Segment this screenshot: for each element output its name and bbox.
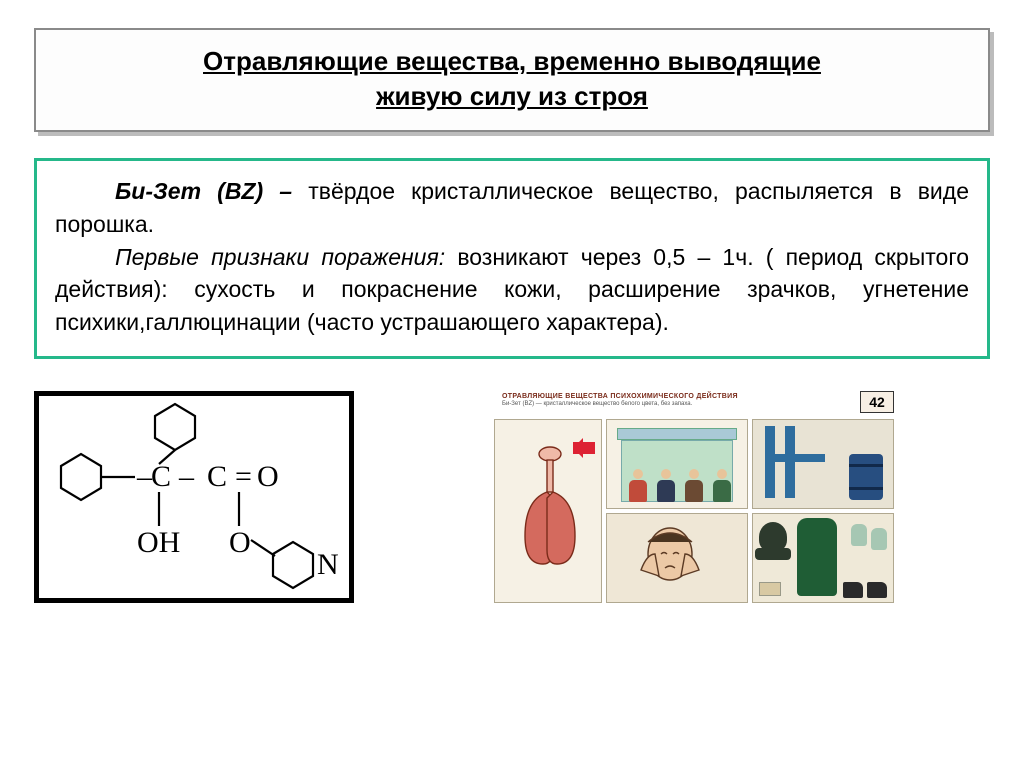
chemical-structure-svg bbox=[39, 396, 349, 598]
slide-title-line1: Отравляющие вещества, временно выводящие bbox=[56, 44, 968, 79]
boot-icon-1 bbox=[843, 582, 863, 598]
protective-suit-icon bbox=[797, 518, 837, 596]
chemical-structure: – C – C = O OH O N bbox=[34, 391, 354, 603]
aid-kit-icon bbox=[759, 582, 781, 596]
symptoms-lead: Первые признаки поражения: bbox=[115, 244, 445, 270]
pipe-vertical-1 bbox=[765, 426, 775, 498]
chem-dash-mid: – bbox=[179, 462, 194, 492]
inhalation-arrow-icon bbox=[573, 442, 595, 454]
chem-o-bot: O bbox=[229, 528, 251, 558]
barrel-icon bbox=[849, 454, 883, 500]
gas-mask-icon bbox=[759, 522, 787, 552]
shelter-roof bbox=[617, 428, 737, 440]
person-icon bbox=[713, 469, 731, 502]
poster-cell-respiratory bbox=[494, 419, 602, 603]
poster-number: 42 bbox=[860, 391, 894, 413]
chem-oh: OH bbox=[137, 528, 180, 558]
chem-c1: C bbox=[151, 462, 171, 492]
chem-dash-left: – bbox=[137, 462, 152, 492]
person-icon bbox=[685, 469, 703, 502]
description-box: Би-Зет (BZ) – твёрдое кристаллическое ве… bbox=[34, 158, 990, 359]
chem-eq: = bbox=[235, 462, 252, 492]
person-icon bbox=[629, 469, 647, 502]
pipe-vertical-2 bbox=[785, 426, 795, 498]
poster-cell-symptoms bbox=[606, 513, 748, 603]
info-poster: ОТРАВЛЯЮЩИЕ ВЕЩЕСТВА ПСИХОХИМИЧЕСКОГО ДЕ… bbox=[494, 391, 894, 603]
slide-title-box: Отравляющие вещества, временно выводящие… bbox=[34, 28, 990, 132]
pipe-horizontal bbox=[765, 454, 825, 462]
poster-header: ОТРАВЛЯЮЩИЕ ВЕЩЕСТВА ПСИХОХИМИЧЕСКОГО ДЕ… bbox=[502, 391, 894, 417]
agent-name: Би-Зет (BZ) – bbox=[115, 178, 292, 204]
poster-grid bbox=[494, 419, 894, 603]
description-paragraph-1: Би-Зет (BZ) – твёрдое кристаллическое ве… bbox=[55, 175, 969, 240]
chem-c2: C bbox=[207, 462, 227, 492]
lungs-icon bbox=[517, 446, 587, 586]
poster-cell-industrial bbox=[752, 419, 894, 509]
chem-o-top: O bbox=[257, 462, 279, 492]
chem-n: N bbox=[317, 550, 339, 580]
slide-title-line2: живую силу из строя bbox=[56, 79, 968, 114]
poster-heading-2: Би-Зет (BZ) — кристаллическое вещество б… bbox=[502, 401, 860, 408]
glove-icon-1 bbox=[851, 524, 867, 546]
boot-icon-2 bbox=[867, 582, 887, 598]
glove-icon-2 bbox=[871, 528, 887, 550]
headache-face-icon bbox=[635, 524, 705, 592]
poster-cell-people bbox=[606, 419, 748, 509]
description-paragraph-2: Первые признаки поражения: возникают чер… bbox=[55, 241, 969, 339]
poster-cell-protection bbox=[752, 513, 894, 603]
person-icon bbox=[657, 469, 675, 502]
bottom-row: – C – C = O OH O N ОТРАВЛЯЮЩИЕ ВЕЩЕСТВА … bbox=[34, 391, 990, 603]
poster-heading-1: ОТРАВЛЯЮЩИЕ ВЕЩЕСТВА ПСИХОХИМИЧЕСКОГО ДЕ… bbox=[502, 393, 860, 401]
